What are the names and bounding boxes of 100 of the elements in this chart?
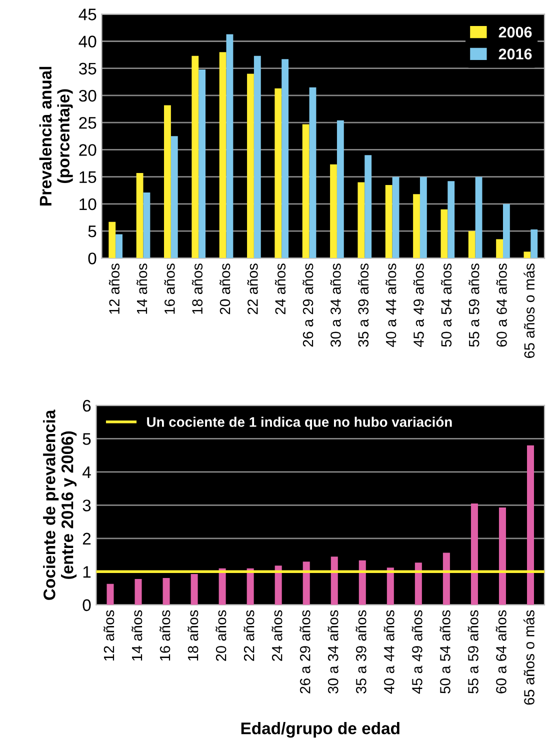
x-tick-label: 24 años <box>274 264 286 314</box>
x-tick-label: 16 años <box>164 264 175 314</box>
bar <box>364 155 372 258</box>
x-tick-label: 50 a 54 años <box>440 610 450 694</box>
x-tick-label: 18 años <box>192 264 203 314</box>
bar <box>470 504 478 605</box>
bar <box>502 204 510 258</box>
y-tick-label: 10 <box>80 198 96 210</box>
bar <box>385 184 392 258</box>
bar <box>162 578 170 605</box>
y-tick-label: 0 <box>82 599 91 612</box>
bar <box>116 234 123 258</box>
y-tick-label: 45 <box>78 8 96 20</box>
x-tick-label: 50 a 54 años <box>440 264 452 347</box>
bar <box>192 56 199 258</box>
bar <box>198 69 206 258</box>
x-tick-label: 40 a 44 años <box>386 264 396 348</box>
bar <box>386 568 394 605</box>
bar <box>302 124 310 258</box>
legend-label: Un cociente de 1 indica que no hubo variación <box>147 416 452 430</box>
x-tick-label: 35 a 39 años <box>358 264 369 347</box>
x-tick-label: 22 años <box>247 264 258 314</box>
bar <box>448 181 455 258</box>
y-tick-label: 5 <box>88 226 96 238</box>
bar <box>274 88 282 258</box>
y-tick-label: 4 <box>82 466 91 478</box>
y-tick-label: 2 <box>82 532 91 544</box>
x-tick-label: 30 a 34 años <box>330 264 341 347</box>
y-tick-label: 0 <box>88 252 96 264</box>
bar <box>143 192 150 258</box>
x-tick-label: 45 a 49 años <box>413 264 424 348</box>
bar <box>247 74 254 258</box>
y-tick-label: 35 <box>78 62 96 75</box>
y-axis-title: Cociente de prevalencia (entre 2016 y 2006) <box>43 410 77 600</box>
bar <box>164 105 171 258</box>
x-tick-label: 55 a 59 años <box>468 610 478 694</box>
y-tick-label: 1 <box>83 566 91 578</box>
bar <box>218 568 226 605</box>
bar <box>108 222 116 258</box>
x-tick-label: 30 a 34 años <box>328 610 338 694</box>
bar <box>526 445 534 605</box>
bar <box>336 120 344 258</box>
bar <box>282 59 289 258</box>
bar <box>468 231 476 258</box>
x-tick-label: 45 a 49 años <box>412 610 422 694</box>
bar <box>254 56 261 258</box>
x-tick-label: 22 años <box>244 610 254 661</box>
bar <box>498 508 506 605</box>
x-tick-label: 26 a 29 años <box>302 264 314 347</box>
bar <box>414 562 422 605</box>
x-tick-label: 60 a 64 años <box>496 610 506 694</box>
x-tick-label: 65 años o más <box>524 610 534 705</box>
bar <box>302 562 310 605</box>
x-tick-label: 60 a 64 años <box>496 264 507 347</box>
bar <box>246 568 254 605</box>
x-tick-label: 12 años <box>108 264 120 314</box>
bar <box>392 176 400 258</box>
y-tick-label: 15 <box>80 171 96 184</box>
bar <box>358 560 366 605</box>
bar <box>309 87 316 258</box>
x-tick-label: 14 años <box>136 264 148 314</box>
x-tick-label: 18 años <box>188 610 198 661</box>
bar <box>134 578 142 605</box>
bar <box>190 574 198 605</box>
bar <box>440 209 448 258</box>
bar <box>524 252 531 258</box>
y-tick-label: 20 <box>79 144 96 156</box>
x-tick-label: 14 años <box>132 610 142 661</box>
y-tick-label: 40 <box>78 36 96 48</box>
bar <box>274 566 282 605</box>
x-tick-label: 16 años <box>160 610 170 661</box>
bar <box>530 229 538 258</box>
bar <box>358 182 365 258</box>
bar <box>330 164 337 258</box>
x-tick-label: 55 a 59 años <box>468 264 480 347</box>
x-tick-label: 40 a 44 años <box>384 610 394 694</box>
x-tick-label: 35 a 39 años <box>356 610 366 694</box>
bar <box>413 194 420 258</box>
bar <box>475 176 482 258</box>
legend-label: 2016 <box>498 48 532 60</box>
bar <box>442 552 450 605</box>
x-tick-label: 24 años <box>272 610 282 661</box>
x-tick-label: 26 a 29 años <box>300 610 310 694</box>
y-axis-title: Prevalencia anual (porcentaje) <box>39 66 73 206</box>
y-tick-label: 5 <box>82 433 91 445</box>
y-tick-label: 30 <box>78 90 96 102</box>
y-tick-label: 25 <box>79 116 96 129</box>
x-tick-label: 20 años <box>220 264 230 314</box>
x-axis-title: Edad/grupo de edad <box>241 722 400 738</box>
bar <box>170 136 178 258</box>
bar <box>136 173 144 258</box>
bar <box>420 176 427 258</box>
y-tick-label: 6 <box>82 400 91 412</box>
x-tick-label: 20 años <box>216 610 226 661</box>
x-tick-label: 12 años <box>104 610 114 661</box>
bar <box>106 584 114 605</box>
bar <box>330 556 338 605</box>
legend-label: 2006 <box>498 26 532 38</box>
bar <box>496 239 503 258</box>
x-tick-label: 65 años o más <box>524 264 535 358</box>
